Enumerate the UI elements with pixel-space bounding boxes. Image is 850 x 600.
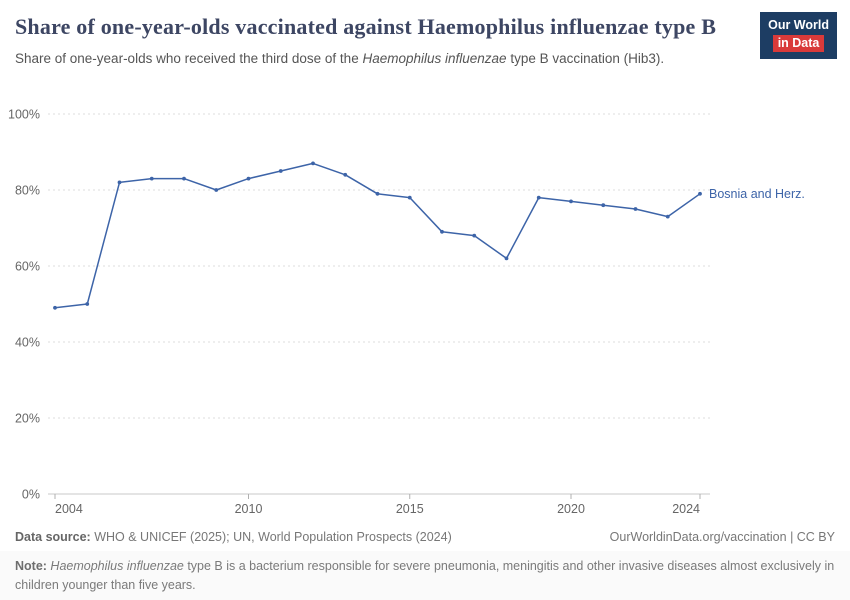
license-link[interactable]: OurWorldinData.org/vaccination | CC BY [609,530,835,544]
data-point[interactable] [472,233,477,238]
y-tick-label: 40% [15,336,40,350]
chart-header: Share of one-year-olds vaccinated agains… [15,13,735,68]
data-point[interactable] [601,203,606,208]
y-tick-label: 60% [15,260,40,274]
data-point[interactable] [375,191,380,196]
note-label: Note: [15,559,47,573]
note-italic: Haemophilus influenzae [46,559,184,573]
data-point[interactable] [278,169,283,173]
line-chart[interactable]: 0% 20% 40% 60% 80% 100% 2004 2010 2015 2020 2024 [0,100,850,530]
y-tick-label: 80% [15,184,40,198]
data-point[interactable] [407,195,412,200]
x-tick-label: 2015 [396,502,424,516]
chart-footer: Data source: WHO & UNICEF (2025); UN, Wo… [15,530,835,544]
subtitle-italic: Haemophilus influenzae [362,50,507,66]
data-point[interactable] [569,199,573,204]
data-point[interactable] [117,180,122,185]
logo-line-1: Our World [768,18,829,32]
data-source-text: WHO & UNICEF (2025); UN, World Populatio… [90,530,452,544]
data-source-line: Data source: WHO & UNICEF (2025); UN, Wo… [15,530,452,544]
data-point[interactable] [440,229,444,234]
y-tick-label: 100% [8,108,40,122]
data-point[interactable] [149,176,154,181]
data-point[interactable] [246,176,251,181]
data-point[interactable] [504,256,509,261]
series-label[interactable]: Bosnia and Herz. [709,187,805,201]
subtitle-prefix: Share of one-year-olds who received the … [15,50,363,66]
data-point[interactable] [311,161,315,166]
note-line: Note: Haemophilus influenzae type B is a… [0,551,850,600]
page-title: Share of one-year-olds vaccinated agains… [15,14,717,39]
data-source-label: Data source: [15,530,91,544]
y-tick-label: 0% [22,488,40,502]
data-point[interactable] [698,191,702,196]
subtitle-suffix: type B vaccination (Hib3). [506,50,665,66]
y-tick-label: 20% [15,412,40,426]
data-point[interactable] [343,172,348,177]
data-point[interactable] [182,176,186,181]
series-line[interactable] [54,162,701,309]
note-text: type B is a bacterium responsible for se… [15,559,835,592]
logo-line-2: in Data [772,35,825,52]
data-point[interactable] [85,302,90,306]
data-point[interactable] [633,207,638,211]
owid-logo[interactable]: Our World in Data [760,12,837,59]
data-point[interactable] [53,305,57,310]
data-point[interactable] [214,188,219,192]
x-tick-label: 2020 [557,502,585,516]
x-tick-label: 2010 [235,502,263,516]
x-tick-label: 2024 [672,502,700,516]
page-subtitle: Share of one-year-olds who received the … [15,50,735,68]
data-point[interactable] [665,214,670,219]
x-tick-label: 2004 [55,502,83,516]
data-point[interactable] [536,195,541,200]
